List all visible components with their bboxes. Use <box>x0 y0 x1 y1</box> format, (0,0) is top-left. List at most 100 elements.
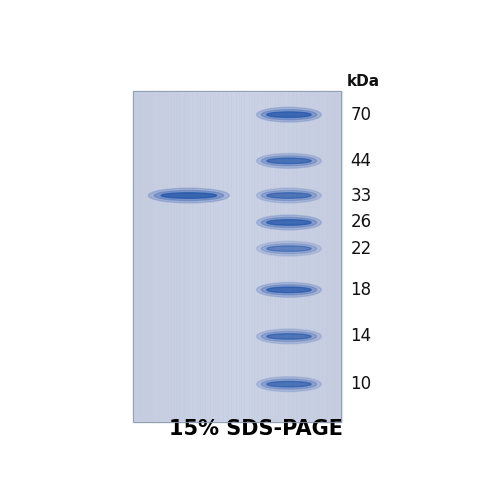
Bar <box>138 91 141 422</box>
Bar <box>266 91 269 422</box>
Bar <box>206 91 209 422</box>
Bar <box>312 91 316 422</box>
Bar <box>338 91 342 422</box>
Text: 44: 44 <box>350 152 372 170</box>
Bar <box>234 91 238 422</box>
Bar <box>302 91 306 422</box>
Bar <box>240 91 243 422</box>
Bar <box>156 91 160 422</box>
Bar <box>133 91 341 422</box>
Bar <box>248 91 251 422</box>
Bar <box>188 91 191 422</box>
Bar <box>315 91 318 422</box>
Bar <box>180 91 183 422</box>
Bar <box>174 91 178 422</box>
Bar <box>214 91 217 422</box>
Bar <box>133 91 136 422</box>
Ellipse shape <box>267 112 311 117</box>
Ellipse shape <box>262 332 316 342</box>
Ellipse shape <box>267 246 311 252</box>
Ellipse shape <box>161 192 216 198</box>
Text: 33: 33 <box>350 186 372 204</box>
Bar <box>237 91 240 422</box>
Ellipse shape <box>262 285 316 295</box>
Bar <box>326 91 328 422</box>
Bar <box>219 91 222 422</box>
Bar <box>333 91 336 422</box>
Bar <box>162 91 165 422</box>
Bar <box>242 91 246 422</box>
Bar <box>172 91 176 422</box>
Bar <box>255 91 258 422</box>
Bar <box>146 91 150 422</box>
Bar <box>263 91 266 422</box>
Bar <box>182 91 186 422</box>
Ellipse shape <box>267 287 311 292</box>
Bar <box>274 91 277 422</box>
Bar <box>320 91 324 422</box>
Ellipse shape <box>154 190 224 200</box>
Text: 22: 22 <box>350 240 372 258</box>
Ellipse shape <box>267 382 311 387</box>
Bar <box>148 91 152 422</box>
Bar <box>276 91 280 422</box>
Text: 26: 26 <box>350 214 372 232</box>
Bar <box>208 91 212 422</box>
Bar <box>323 91 326 422</box>
Bar <box>286 91 290 422</box>
Bar <box>294 91 298 422</box>
Bar <box>144 91 147 422</box>
Ellipse shape <box>262 379 316 390</box>
Bar <box>245 91 248 422</box>
Bar <box>281 91 284 422</box>
Bar <box>193 91 196 422</box>
Ellipse shape <box>262 218 316 228</box>
Bar <box>318 91 321 422</box>
Bar <box>328 91 332 422</box>
Bar <box>167 91 170 422</box>
Bar <box>222 91 225 422</box>
Bar <box>226 91 230 422</box>
Ellipse shape <box>267 220 311 225</box>
Bar <box>133 91 341 422</box>
Bar <box>260 91 264 422</box>
Ellipse shape <box>262 190 316 200</box>
Bar <box>250 91 254 422</box>
Bar <box>216 91 220 422</box>
Bar <box>307 91 310 422</box>
Ellipse shape <box>256 188 322 203</box>
Bar <box>278 91 282 422</box>
Bar <box>141 91 144 422</box>
Bar <box>232 91 235 422</box>
Bar <box>151 91 154 422</box>
Ellipse shape <box>262 110 316 120</box>
Bar <box>268 91 272 422</box>
Ellipse shape <box>256 377 322 392</box>
Text: 18: 18 <box>350 281 372 299</box>
Bar <box>185 91 188 422</box>
Bar <box>170 91 173 422</box>
Bar <box>297 91 300 422</box>
Bar <box>159 91 162 422</box>
Text: 15% SDS-PAGE: 15% SDS-PAGE <box>169 419 343 439</box>
Ellipse shape <box>267 334 311 339</box>
Ellipse shape <box>256 282 322 297</box>
Ellipse shape <box>267 158 311 164</box>
Bar <box>252 91 256 422</box>
Ellipse shape <box>256 215 322 230</box>
Bar <box>198 91 202 422</box>
Ellipse shape <box>256 329 322 344</box>
Text: 14: 14 <box>350 328 372 345</box>
Bar <box>300 91 302 422</box>
Bar <box>154 91 157 422</box>
Bar <box>224 91 228 422</box>
Bar <box>271 91 274 422</box>
Bar <box>164 91 168 422</box>
Ellipse shape <box>267 192 311 198</box>
Bar <box>211 91 214 422</box>
Bar <box>258 91 261 422</box>
Bar <box>203 91 206 422</box>
Bar <box>330 91 334 422</box>
Bar <box>310 91 313 422</box>
Bar <box>289 91 292 422</box>
